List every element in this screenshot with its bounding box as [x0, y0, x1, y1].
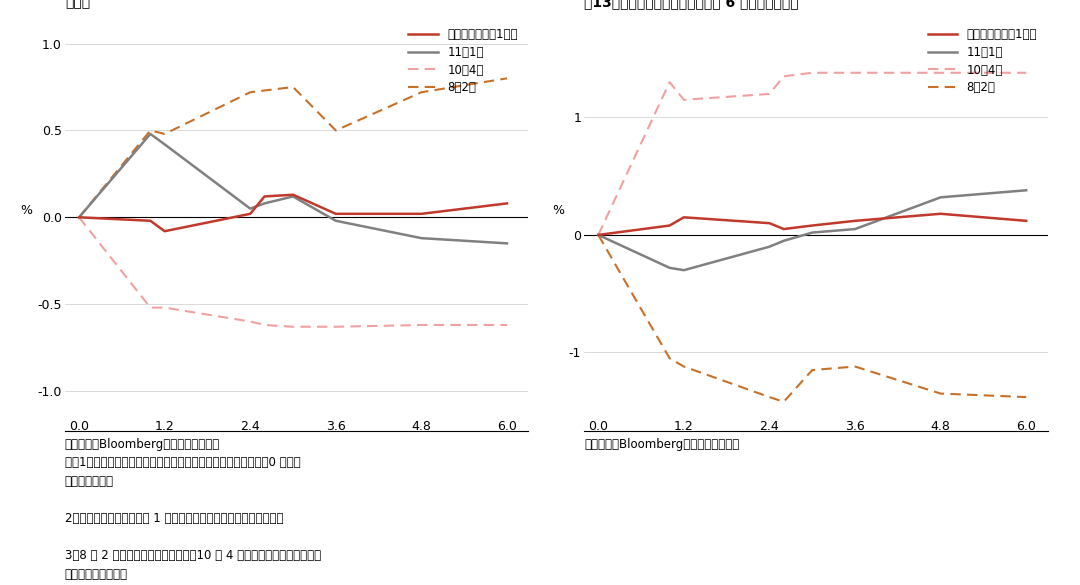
X-axis label: 小时: 小时	[808, 436, 823, 449]
Text: 2）平均反应统计的是过去 1 年每次非农后相应资产的平均涨跌幅；: 2）平均反应统计的是过去 1 年每次非农后相应资产的平均涨跌幅；	[65, 512, 283, 525]
Text: 资料来源：Bloomberg，民生证券研究院: 资料来源：Bloomberg，民生证券研究院	[65, 438, 220, 451]
Text: 不额外说明，下同。: 不额外说明，下同。	[65, 567, 127, 580]
Legend: 平均反应（过去1年）, 11月1日, 10月4日, 8月2日: 平均反应（过去1年）, 11月1日, 10月4日, 8月2日	[922, 23, 1042, 99]
X-axis label: 小时: 小时	[289, 436, 305, 449]
Text: 资料来源：Bloomberg，民生证券研究院: 资料来源：Bloomberg，民生证券研究院	[584, 438, 740, 451]
Text: 图13：美元指数在非农数据公布后 6 个小时的涨跌幅: 图13：美元指数在非农数据公布后 6 个小时的涨跌幅	[584, 0, 798, 9]
Text: 农公布的时点。: 农公布的时点。	[65, 475, 113, 488]
Y-axis label: %: %	[21, 204, 32, 217]
Text: 3）8 月 2 日非农数据明显不及预期，10 月 4 日非农数据大超预期。如果: 3）8 月 2 日非农数据明显不及预期，10 月 4 日非农数据大超预期。如果	[65, 549, 321, 562]
Text: 注：1）以上统计的是数据公布的一个小时内资产价格的涨跌幅，0 表示非: 注：1）以上统计的是数据公布的一个小时内资产价格的涨跌幅，0 表示非	[65, 456, 300, 469]
Text: 图12：10 年美债期货在非农数据公布后 6 个小时内的
涨跌幅: 图12：10 年美债期货在非农数据公布后 6 个小时内的 涨跌幅	[65, 0, 296, 9]
Y-axis label: %: %	[552, 204, 564, 217]
Legend: 平均反应（过去1年）, 11月1日, 10月4日, 8月2日: 平均反应（过去1年）, 11月1日, 10月4日, 8月2日	[404, 23, 523, 99]
